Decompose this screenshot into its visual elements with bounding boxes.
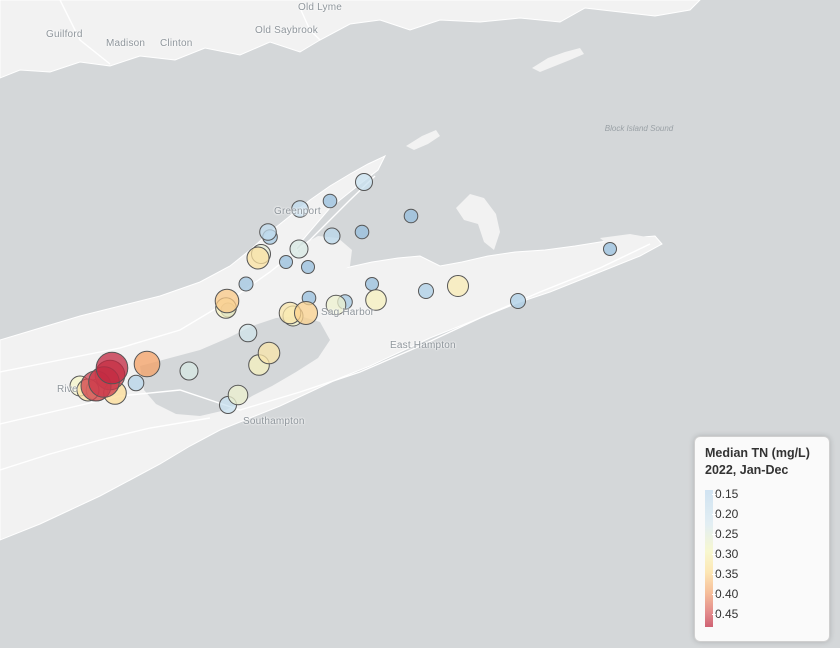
- station-marker[interactable]: [259, 223, 277, 241]
- legend-tick: 0.20: [711, 507, 739, 521]
- place-label-madison: Madison: [106, 38, 146, 49]
- station-marker[interactable]: [214, 288, 240, 314]
- station-marker[interactable]: [289, 239, 309, 259]
- legend-tick: 0.40: [711, 587, 739, 601]
- place-label-old-lyme: Old Lyme: [298, 2, 343, 13]
- station-marker[interactable]: [365, 277, 379, 291]
- place-label-greenport: Greenport: [274, 206, 321, 217]
- connecticut-coast: [0, 0, 701, 79]
- long-island: [0, 154, 663, 541]
- place-label-sag-harbor: Sag Harbor: [321, 307, 375, 318]
- station-marker[interactable]: [325, 294, 347, 316]
- station-marker[interactable]: [301, 260, 315, 274]
- station-marker[interactable]: [238, 276, 254, 292]
- station-marker[interactable]: [238, 323, 258, 343]
- station-marker[interactable]: [257, 341, 281, 365]
- legend-title: Median TN (mg/L) 2022, Jan-Dec: [705, 445, 810, 479]
- legend-tick: 0.30: [711, 547, 739, 561]
- legend-title-line1: Median TN (mg/L): [705, 446, 810, 460]
- legend-color-ramp: [705, 490, 713, 627]
- fishers-island: [532, 48, 584, 72]
- station-marker[interactable]: [279, 255, 293, 269]
- station-marker[interactable]: [418, 283, 434, 299]
- station-marker[interactable]: [133, 350, 161, 378]
- map-legend: Median TN (mg/L) 2022, Jan-Dec 0.15 0.20…: [694, 436, 830, 642]
- station-marker[interactable]: [323, 227, 341, 245]
- plum-island: [406, 130, 440, 150]
- place-label-east-hampton: East Hampton: [390, 340, 456, 351]
- station-marker[interactable]: [246, 246, 270, 270]
- station-marker[interactable]: [95, 351, 129, 385]
- station-marker[interactable]: [227, 384, 249, 406]
- station-marker[interactable]: [179, 361, 199, 381]
- station-marker[interactable]: [365, 289, 387, 311]
- station-marker[interactable]: [354, 224, 370, 240]
- legend-tick: 0.25: [711, 527, 739, 541]
- station-marker[interactable]: [322, 193, 338, 209]
- station-marker[interactable]: [294, 301, 318, 325]
- legend-tick: 0.45: [711, 607, 739, 621]
- station-marker[interactable]: [403, 208, 419, 224]
- station-marker[interactable]: [510, 293, 526, 309]
- place-label-clinton: Clinton: [160, 38, 193, 49]
- station-marker[interactable]: [127, 374, 145, 392]
- station-marker[interactable]: [447, 275, 469, 297]
- legend-tick: 0.35: [711, 567, 739, 581]
- gardiners-island: [456, 194, 500, 250]
- station-marker[interactable]: [291, 200, 309, 218]
- place-label-riverhead: Rive: [57, 384, 78, 395]
- legend-title-line2: 2022, Jan-Dec: [705, 463, 789, 477]
- water-label-block-island-sound: Block Island Sound: [604, 124, 674, 133]
- place-label-southampton: Southampton: [243, 416, 305, 427]
- station-markers: [69, 173, 617, 414]
- place-label-guilford: Guilford: [46, 29, 83, 40]
- station-marker[interactable]: [603, 242, 617, 256]
- place-label-old-saybrook: Old Saybrook: [255, 25, 318, 36]
- station-marker[interactable]: [355, 173, 373, 191]
- legend-tick: 0.15: [711, 487, 739, 501]
